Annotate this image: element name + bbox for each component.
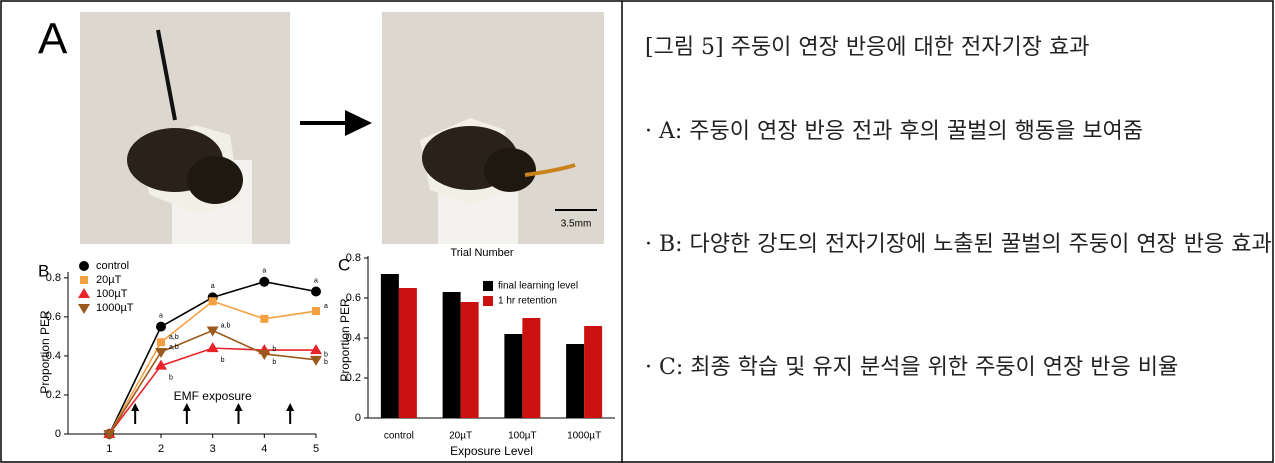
exposure-arrow-head bbox=[235, 403, 243, 411]
panel-label: C bbox=[338, 255, 350, 274]
marker bbox=[310, 356, 322, 366]
marker bbox=[156, 322, 166, 332]
legend-marker bbox=[78, 304, 90, 314]
significance-label: a,b bbox=[221, 322, 231, 329]
x-tick-label: 100µT bbox=[508, 431, 537, 442]
exposure-arrow-head bbox=[286, 403, 294, 411]
marker bbox=[209, 297, 217, 305]
x-tick-label: 3 bbox=[210, 443, 216, 455]
legend-marker bbox=[79, 261, 89, 271]
caption-title: [그림 5] 주둥이 연장 반응에 대한 전자기장 효과 bbox=[645, 29, 1257, 67]
significance-label: a,b bbox=[169, 334, 179, 341]
legend-marker bbox=[78, 288, 90, 298]
significance-label: a bbox=[211, 283, 215, 290]
marker bbox=[260, 315, 268, 323]
y-tick-label: 0 bbox=[355, 412, 361, 424]
significance-label: a bbox=[262, 268, 266, 275]
x-tick-label: control bbox=[384, 431, 414, 442]
x-tick-label: 1 bbox=[106, 443, 112, 455]
marker bbox=[157, 338, 165, 346]
significance-label: b bbox=[324, 359, 328, 366]
marker bbox=[155, 348, 167, 358]
marker bbox=[259, 277, 269, 287]
bar bbox=[504, 334, 522, 418]
photo-before bbox=[80, 12, 290, 244]
y-axis-label: Proportion PER bbox=[38, 310, 52, 394]
significance-label: a bbox=[314, 277, 318, 284]
bar bbox=[461, 302, 479, 418]
exposure-arrow-head bbox=[183, 403, 191, 411]
bar bbox=[399, 288, 417, 418]
significance-label: b bbox=[221, 357, 225, 364]
y-axis-label: Proportion PER bbox=[338, 298, 352, 382]
legend-label: control bbox=[96, 260, 129, 272]
y-tick-label: 0 bbox=[55, 428, 61, 440]
caption-item: · B: 다양한 강도의 전자기장에 노출된 꿀벌의 주둥이 연장 반응 효과 bbox=[645, 226, 1275, 264]
legend-label: final learning level bbox=[498, 281, 578, 292]
photo-after bbox=[382, 12, 604, 244]
x-tick-label: 20µT bbox=[449, 431, 472, 442]
x-tick-label: 1000µT bbox=[567, 431, 601, 442]
significance-label: a,b bbox=[169, 344, 179, 351]
chart-title: Trial Number bbox=[450, 247, 513, 259]
significance-label: b bbox=[272, 359, 276, 366]
caption-item: · A: 주둥이 연장 반응 전과 후의 꿀벌의 행동을 보여줌 bbox=[645, 113, 1275, 151]
legend-label: 100µT bbox=[96, 288, 128, 300]
significance-label: b bbox=[169, 375, 173, 382]
page: A 3.5mm 00.20.40.60.8BProportion PER1234… bbox=[0, 0, 1275, 463]
x-tick-label: 5 bbox=[313, 443, 319, 455]
x-tick-label: 2 bbox=[158, 443, 164, 455]
marker bbox=[311, 287, 321, 297]
significance-label: b bbox=[272, 346, 276, 353]
caption-item: · C: 최종 학습 및 유지 분석을 위한 주둥이 연장 반응 비율 bbox=[645, 349, 1275, 387]
legend-marker bbox=[80, 276, 88, 284]
bar bbox=[522, 318, 540, 418]
bar bbox=[381, 274, 399, 418]
marker bbox=[312, 307, 320, 315]
significance-label: a bbox=[324, 303, 328, 310]
arrow-head bbox=[345, 110, 372, 136]
legend-label: 20µT bbox=[96, 274, 122, 286]
legend-swatch bbox=[483, 296, 493, 306]
bar bbox=[443, 292, 461, 418]
significance-label: a bbox=[159, 312, 163, 319]
scale-bar-label: 3.5mm bbox=[561, 219, 592, 230]
series-line bbox=[109, 301, 316, 434]
marker bbox=[207, 342, 219, 352]
significance-label: b bbox=[324, 352, 328, 359]
x-axis-label: Exposure Level bbox=[450, 444, 533, 458]
legend-label: 1000µT bbox=[96, 302, 134, 314]
panel-label: B bbox=[38, 261, 49, 280]
annotation: EMF exposure bbox=[174, 389, 252, 403]
x-tick-label: 4 bbox=[261, 443, 267, 455]
legend-label: 1 hr retention bbox=[498, 296, 557, 307]
marker bbox=[310, 344, 322, 354]
panel-label: A bbox=[38, 15, 68, 64]
bar bbox=[566, 344, 584, 418]
legend-swatch bbox=[483, 281, 493, 291]
bar bbox=[584, 326, 602, 418]
